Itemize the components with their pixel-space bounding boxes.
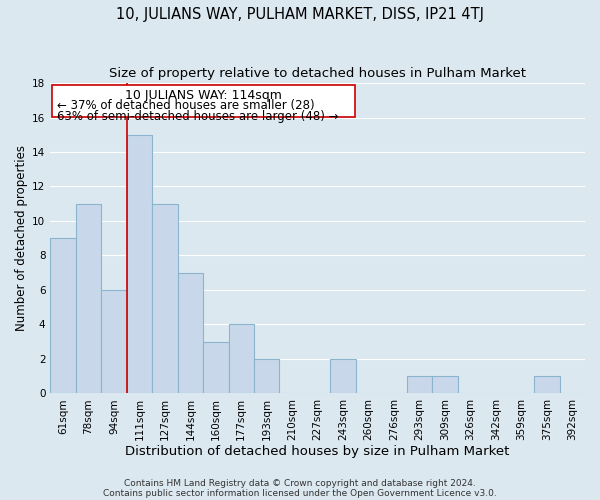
Text: Contains public sector information licensed under the Open Government Licence v3: Contains public sector information licen… [103, 488, 497, 498]
Text: 10 JULIANS WAY: 114sqm: 10 JULIANS WAY: 114sqm [125, 89, 281, 102]
Bar [127, 135, 152, 394]
Bar [331, 359, 356, 394]
Text: ← 37% of detached houses are smaller (28): ← 37% of detached houses are smaller (28… [56, 100, 314, 112]
Text: 10, JULIANS WAY, PULHAM MARKET, DISS, IP21 4TJ: 10, JULIANS WAY, PULHAM MARKET, DISS, IP… [116, 8, 484, 22]
Title: Size of property relative to detached houses in Pulham Market: Size of property relative to detached ho… [109, 68, 526, 80]
Bar [152, 204, 178, 394]
Bar [52, 85, 355, 116]
Y-axis label: Number of detached properties: Number of detached properties [15, 145, 28, 331]
X-axis label: Distribution of detached houses by size in Pulham Market: Distribution of detached houses by size … [125, 444, 510, 458]
Bar [534, 376, 560, 394]
Text: 63% of semi-detached houses are larger (48) →: 63% of semi-detached houses are larger (… [56, 110, 338, 123]
Bar [432, 376, 458, 394]
Bar [50, 238, 76, 394]
Bar [407, 376, 432, 394]
Bar [101, 290, 127, 394]
Bar [203, 342, 229, 394]
Bar [229, 324, 254, 394]
Bar [254, 359, 280, 394]
Bar [178, 272, 203, 394]
Bar [76, 204, 101, 394]
Text: Contains HM Land Registry data © Crown copyright and database right 2024.: Contains HM Land Registry data © Crown c… [124, 478, 476, 488]
